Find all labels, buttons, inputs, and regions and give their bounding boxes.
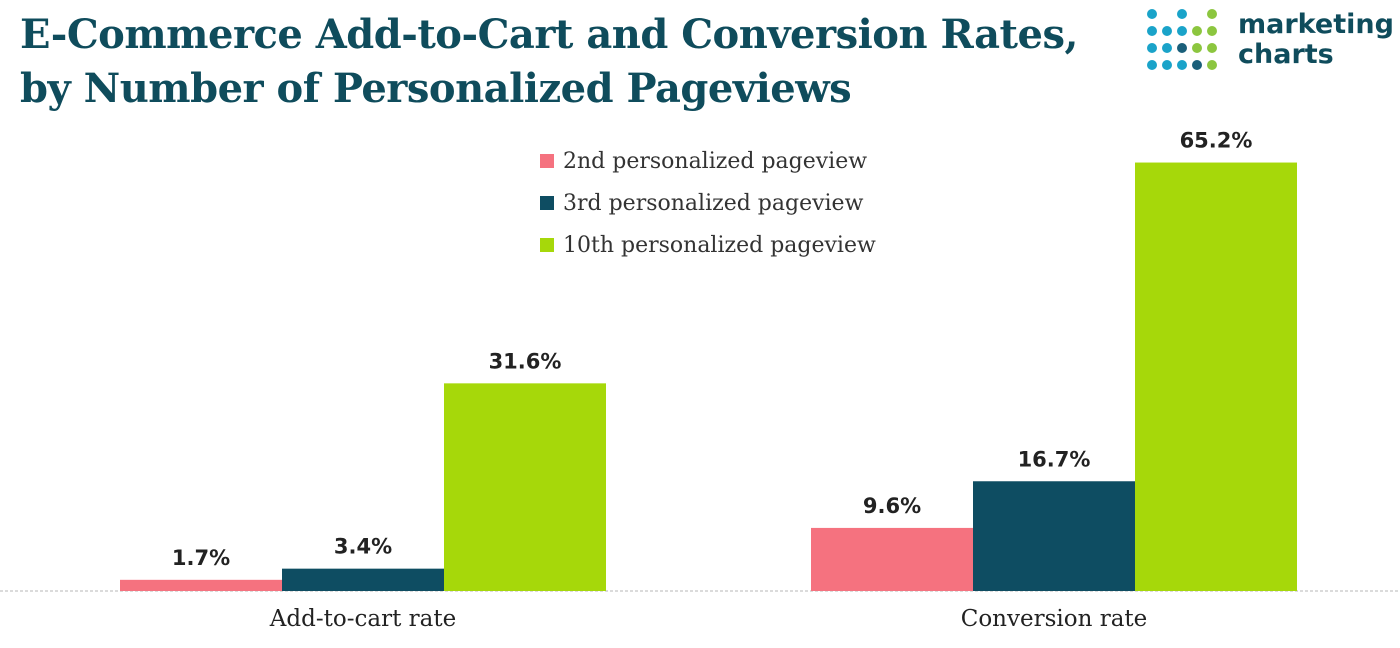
logo-dot (1147, 9, 1157, 19)
legend-swatch-10th (540, 238, 554, 252)
logo-dot (1192, 60, 1202, 70)
legend-label-3rd: 3rd personalized pageview (563, 190, 864, 216)
chart-title-line-1: E-Commerce Add-to-Cart and Conversion Ra… (20, 11, 1078, 58)
chart-title: E-Commerce Add-to-Cart and Conversion Ra… (20, 8, 1120, 116)
logo-dot (1162, 60, 1172, 70)
bar (1135, 162, 1297, 592)
logo-dot (1162, 43, 1172, 53)
legend-label-10th: 10th personalized pageview (563, 232, 876, 258)
logo-dot (1147, 60, 1157, 70)
legend-swatch-2nd (540, 154, 554, 168)
logo-text-line-1: marketing (1238, 9, 1394, 40)
logo-dot (1177, 60, 1187, 70)
bar-value-label: 65.2% (1180, 129, 1253, 153)
bar (282, 568, 444, 591)
legend-item-3rd: 3rd personalized pageview (540, 182, 876, 224)
logo-dot (1192, 43, 1202, 53)
bar (444, 383, 606, 591)
logo-dot (1207, 60, 1217, 70)
logo-dot (1162, 26, 1172, 36)
bar-value-label: 3.4% (334, 535, 392, 559)
legend: 2nd personalized pageview 3rd personaliz… (540, 140, 876, 266)
logo-dot (1207, 43, 1217, 53)
legend-label-2nd: 2nd personalized pageview (563, 148, 868, 174)
logo-dot (1207, 26, 1217, 36)
legend-item-10th: 10th personalized pageview (540, 224, 876, 266)
category-labels: Add-to-cart rate Conversion rate (269, 606, 1147, 632)
bar-value-label: 9.6% (863, 494, 921, 518)
logo-dot (1177, 43, 1187, 53)
chart-title-line-2: by Number of Personalized Pageviews (20, 65, 852, 112)
bar (120, 579, 282, 591)
logo-dot (1147, 26, 1157, 36)
bar (973, 481, 1135, 591)
logo-text-line-2: charts (1238, 39, 1334, 70)
logo-dot (1177, 9, 1187, 19)
bar-value-label: 16.7% (1018, 447, 1091, 471)
logo-dot (1192, 26, 1202, 36)
logo-dots-icon (1147, 9, 1217, 70)
logo-text: marketing charts (1238, 10, 1394, 70)
logo-dot (1207, 9, 1217, 19)
bar-value-label: 31.6% (489, 349, 562, 373)
marketingcharts-logo: marketing charts (1146, 8, 1400, 76)
legend-swatch-3rd (540, 196, 554, 210)
bars-group: 1.7% 3.4% 31.6% 9.6% 16.7% 65.2% (120, 129, 1297, 592)
bar (811, 527, 973, 591)
category-label: Conversion rate (961, 606, 1148, 632)
logo-dot (1147, 43, 1157, 53)
bar-value-label: 1.7% (172, 546, 230, 570)
category-label: Add-to-cart rate (269, 606, 456, 632)
logo-dot (1177, 26, 1187, 36)
legend-item-2nd: 2nd personalized pageview (540, 140, 876, 182)
